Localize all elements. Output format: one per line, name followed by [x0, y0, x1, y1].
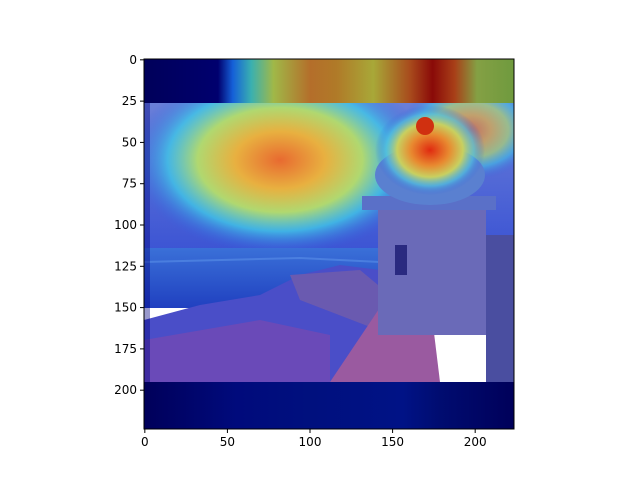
axes-frame [143, 58, 515, 430]
sentry-box-body [378, 205, 486, 335]
heatmap-image [144, 59, 514, 429]
fort-wall [290, 270, 378, 330]
y-tick-label: 175 [114, 342, 137, 356]
sky-activation [144, 65, 430, 255]
y-tick-label: 25 [122, 94, 137, 108]
x-tick-label: 50 [220, 435, 235, 449]
dome-activation [375, 105, 485, 195]
far-wall [486, 235, 514, 383]
y-tick-label: 0 [129, 53, 137, 67]
y-tick-label: 150 [114, 301, 137, 315]
dome-finial [416, 117, 434, 135]
left-edge [144, 103, 150, 382]
x-tick-label: 0 [141, 435, 149, 449]
sentry-box-window [395, 245, 407, 275]
y-tick-label: 125 [114, 259, 137, 273]
x-tick-label: 150 [381, 435, 404, 449]
y-tick-label: 50 [122, 135, 137, 149]
y-tick-label: 100 [114, 218, 137, 232]
x-axis: 0 50 100 150 200 [141, 429, 487, 449]
top-band [144, 59, 514, 103]
fort-floor [144, 320, 330, 382]
x-tick-label: 200 [464, 435, 487, 449]
y-tick-label: 200 [114, 383, 137, 397]
y-tick-label: 75 [122, 177, 137, 191]
y-axis: 0 25 50 75 100 125 150 175 200 [114, 53, 144, 397]
x-tick-label: 100 [299, 435, 322, 449]
sea-waves [144, 256, 381, 263]
bottom-band [144, 382, 514, 429]
